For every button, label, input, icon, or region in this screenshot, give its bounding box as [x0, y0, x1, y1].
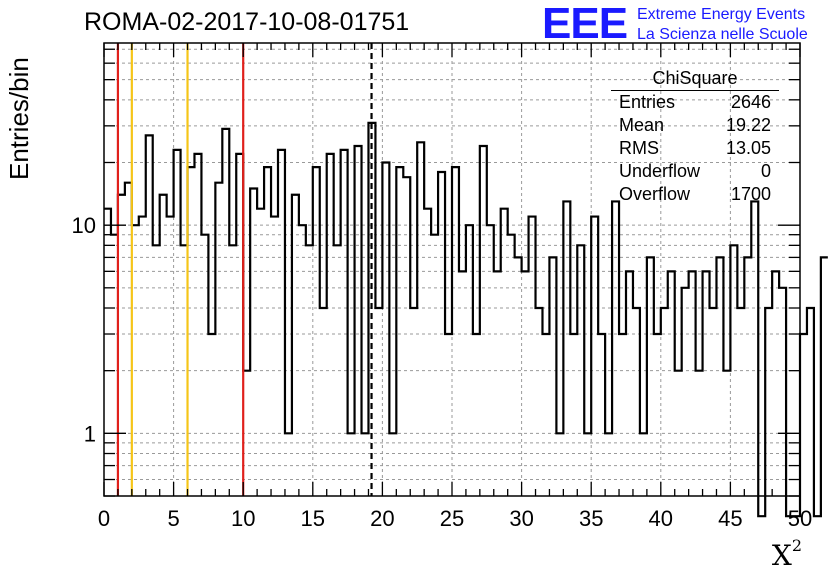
- x-tick-label: 35: [579, 506, 603, 531]
- y-axis-label: Entries/bin: [4, 57, 34, 180]
- logo-line-2: La Scienza nelle Scuole: [637, 26, 808, 43]
- x-axis-label-superscript: 2: [791, 536, 802, 555]
- x-tick-label: 50: [788, 506, 812, 531]
- stats-row-rms: RMS 13.05: [611, 137, 779, 160]
- stats-row-overflow: Overflow 1700: [611, 183, 779, 206]
- stats-row-underflow: Underflow 0: [611, 160, 779, 183]
- x-tick-label: 25: [440, 506, 464, 531]
- x-tick-label: 5: [167, 506, 179, 531]
- stats-row-entries: Entries 2646: [611, 91, 779, 114]
- x-axis-label: X2: [772, 536, 802, 572]
- x-tick-label: 10: [231, 506, 255, 531]
- x-tick-label: 40: [649, 506, 673, 531]
- y-tick-label: 1: [84, 421, 96, 446]
- histogram-outline: [104, 121, 828, 518]
- histogram-layer: [104, 121, 828, 518]
- stats-label: Underflow: [619, 161, 701, 181]
- x-tick-label: 45: [718, 506, 742, 531]
- x-tick-label: 20: [370, 506, 394, 531]
- marker-layer: [116, 43, 373, 496]
- stats-value: 13.05: [725, 138, 771, 158]
- logo-line-1: Extreme Energy Events: [637, 6, 806, 23]
- x-tick-label: 0: [98, 506, 110, 531]
- stats-value: 1700: [730, 184, 771, 204]
- stats-label: Overflow: [619, 184, 691, 204]
- stats-value: 19.22: [725, 115, 771, 135]
- stats-row-mean: Mean 19.22: [611, 114, 779, 137]
- chart-title: ROMA-02-2017-10-08-01751: [84, 8, 410, 36]
- eee-logo: EEE: [542, 0, 628, 48]
- stats-label: Entries: [619, 92, 676, 112]
- stats-box: ChiSquare Entries 2646 Mean 19.22 RMS 13.05…: [611, 66, 779, 206]
- x-tick-label: 15: [301, 506, 325, 531]
- x-axis-label-base: X: [771, 539, 792, 572]
- stats-value: 2646: [730, 92, 771, 112]
- stats-label: RMS: [619, 138, 659, 158]
- axis-layer: 0 5 10 15 20 25 30 35 40 45 50 1 10: [72, 42, 812, 531]
- stats-value: 0: [760, 161, 771, 181]
- x-tick-label: 30: [509, 506, 533, 531]
- y-tick-label: 10: [72, 213, 96, 238]
- stats-title: ChiSquare: [611, 66, 779, 91]
- stats-label: Mean: [619, 115, 665, 135]
